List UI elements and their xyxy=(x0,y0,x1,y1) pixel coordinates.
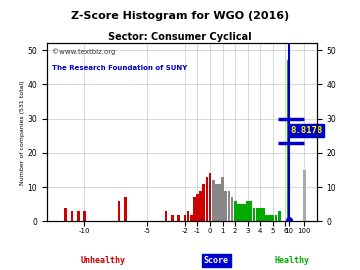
Bar xyxy=(165,211,167,221)
Bar xyxy=(224,191,227,221)
Bar xyxy=(64,208,67,221)
Bar xyxy=(262,208,265,221)
Bar xyxy=(278,211,280,221)
Bar xyxy=(212,180,215,221)
Bar xyxy=(228,191,230,221)
Bar xyxy=(77,211,80,221)
Bar xyxy=(118,201,120,221)
Bar xyxy=(209,173,211,221)
Bar xyxy=(240,204,243,221)
Bar xyxy=(124,197,127,221)
Bar xyxy=(184,215,186,221)
Text: Sector: Consumer Cyclical: Sector: Consumer Cyclical xyxy=(108,32,252,42)
Bar xyxy=(275,215,277,221)
Bar xyxy=(187,211,189,221)
Bar xyxy=(177,215,180,221)
Bar xyxy=(271,215,274,221)
Y-axis label: Number of companies (531 total): Number of companies (531 total) xyxy=(19,80,24,185)
Text: Score: Score xyxy=(204,256,229,265)
Bar xyxy=(221,177,224,221)
Bar xyxy=(199,191,202,221)
Text: 8.8178: 8.8178 xyxy=(291,126,323,135)
Bar xyxy=(215,184,218,221)
Text: Unhealthy: Unhealthy xyxy=(81,256,126,265)
Bar xyxy=(256,208,258,221)
Bar xyxy=(237,204,240,221)
Bar xyxy=(196,194,199,221)
Bar xyxy=(303,170,306,221)
Bar xyxy=(234,201,237,221)
Bar xyxy=(218,184,221,221)
Bar xyxy=(246,201,249,221)
Bar xyxy=(249,201,252,221)
Bar xyxy=(268,215,271,221)
Bar xyxy=(231,197,233,221)
Text: The Research Foundation of SUNY: The Research Foundation of SUNY xyxy=(52,65,188,70)
Bar xyxy=(259,208,262,221)
Bar xyxy=(253,208,255,221)
Bar xyxy=(171,215,174,221)
Bar xyxy=(206,177,208,221)
Bar xyxy=(71,211,73,221)
Text: Z-Score Histogram for WGO (2016): Z-Score Histogram for WGO (2016) xyxy=(71,11,289,21)
Bar xyxy=(287,60,290,221)
Text: Healthy: Healthy xyxy=(274,256,309,265)
Bar xyxy=(190,215,193,221)
Bar xyxy=(202,184,205,221)
Text: ©www.textbiz.org: ©www.textbiz.org xyxy=(52,49,116,55)
Bar xyxy=(83,211,86,221)
Bar xyxy=(193,197,196,221)
Bar xyxy=(243,204,246,221)
Bar xyxy=(265,215,268,221)
